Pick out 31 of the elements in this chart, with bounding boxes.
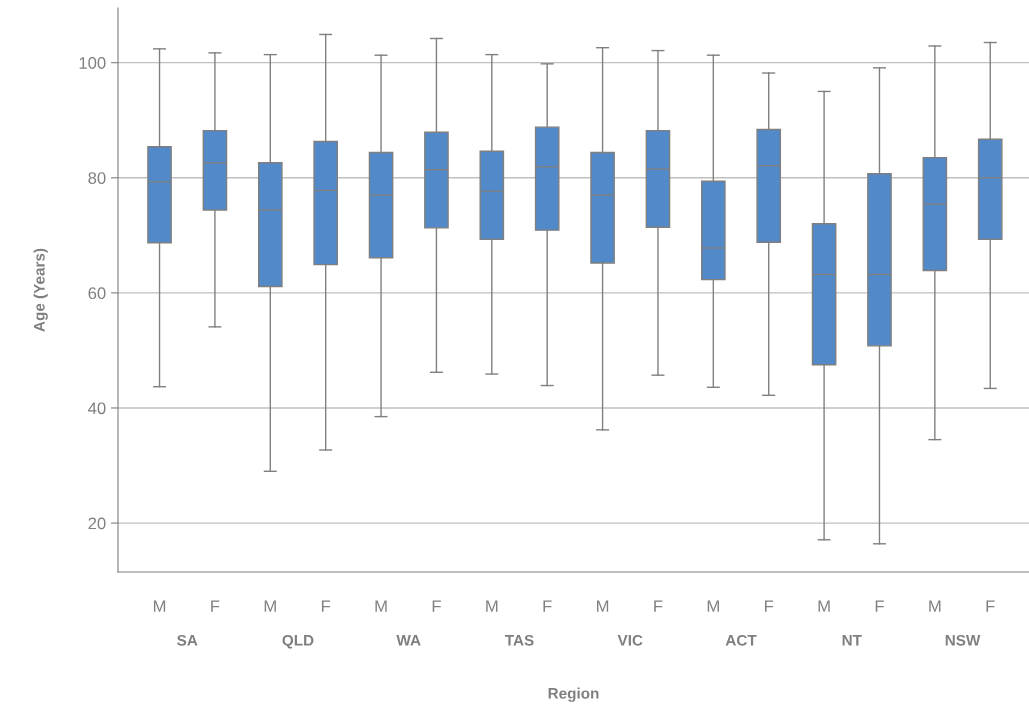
x-axis-title: Region [548, 687, 599, 702]
text: ACT [725, 634, 757, 646]
text: NT [842, 635, 862, 646]
x-tick-label: F [321, 600, 331, 612]
text: QLD [282, 634, 314, 649]
x-tick-label: M [707, 600, 719, 612]
text: SA [177, 634, 198, 646]
x-tick-label: M [153, 600, 166, 612]
x-tick-label: F [211, 600, 220, 612]
x-tick-label: F [875, 600, 884, 612]
text: WA [396, 635, 421, 646]
x-tick-label: F [432, 600, 441, 612]
x-tick-label: F [986, 600, 995, 612]
x-tick-label: M [929, 600, 941, 612]
x-tick-label: M [264, 600, 276, 612]
x-tick-label: F [764, 600, 774, 612]
x-tick-label: M [818, 600, 830, 612]
x-tick-label: M [375, 600, 387, 612]
x-tick-label: F [654, 600, 663, 612]
x-tick-label: F [543, 600, 552, 612]
y-tick-label: 20 [88, 517, 106, 530]
text: TAS [504, 634, 534, 646]
y-tick-label: 100 [79, 57, 106, 69]
y-axis-title: Age (Years) [33, 248, 48, 332]
x-tick-label: M [597, 600, 609, 612]
x-tick-label: M [486, 600, 498, 612]
y-tick-label: 80 [88, 172, 106, 184]
y-tick-label: 40 [88, 402, 106, 415]
text: VIC [617, 634, 643, 646]
text: NSW [945, 634, 981, 646]
y-tick-label: 60 [88, 287, 106, 300]
